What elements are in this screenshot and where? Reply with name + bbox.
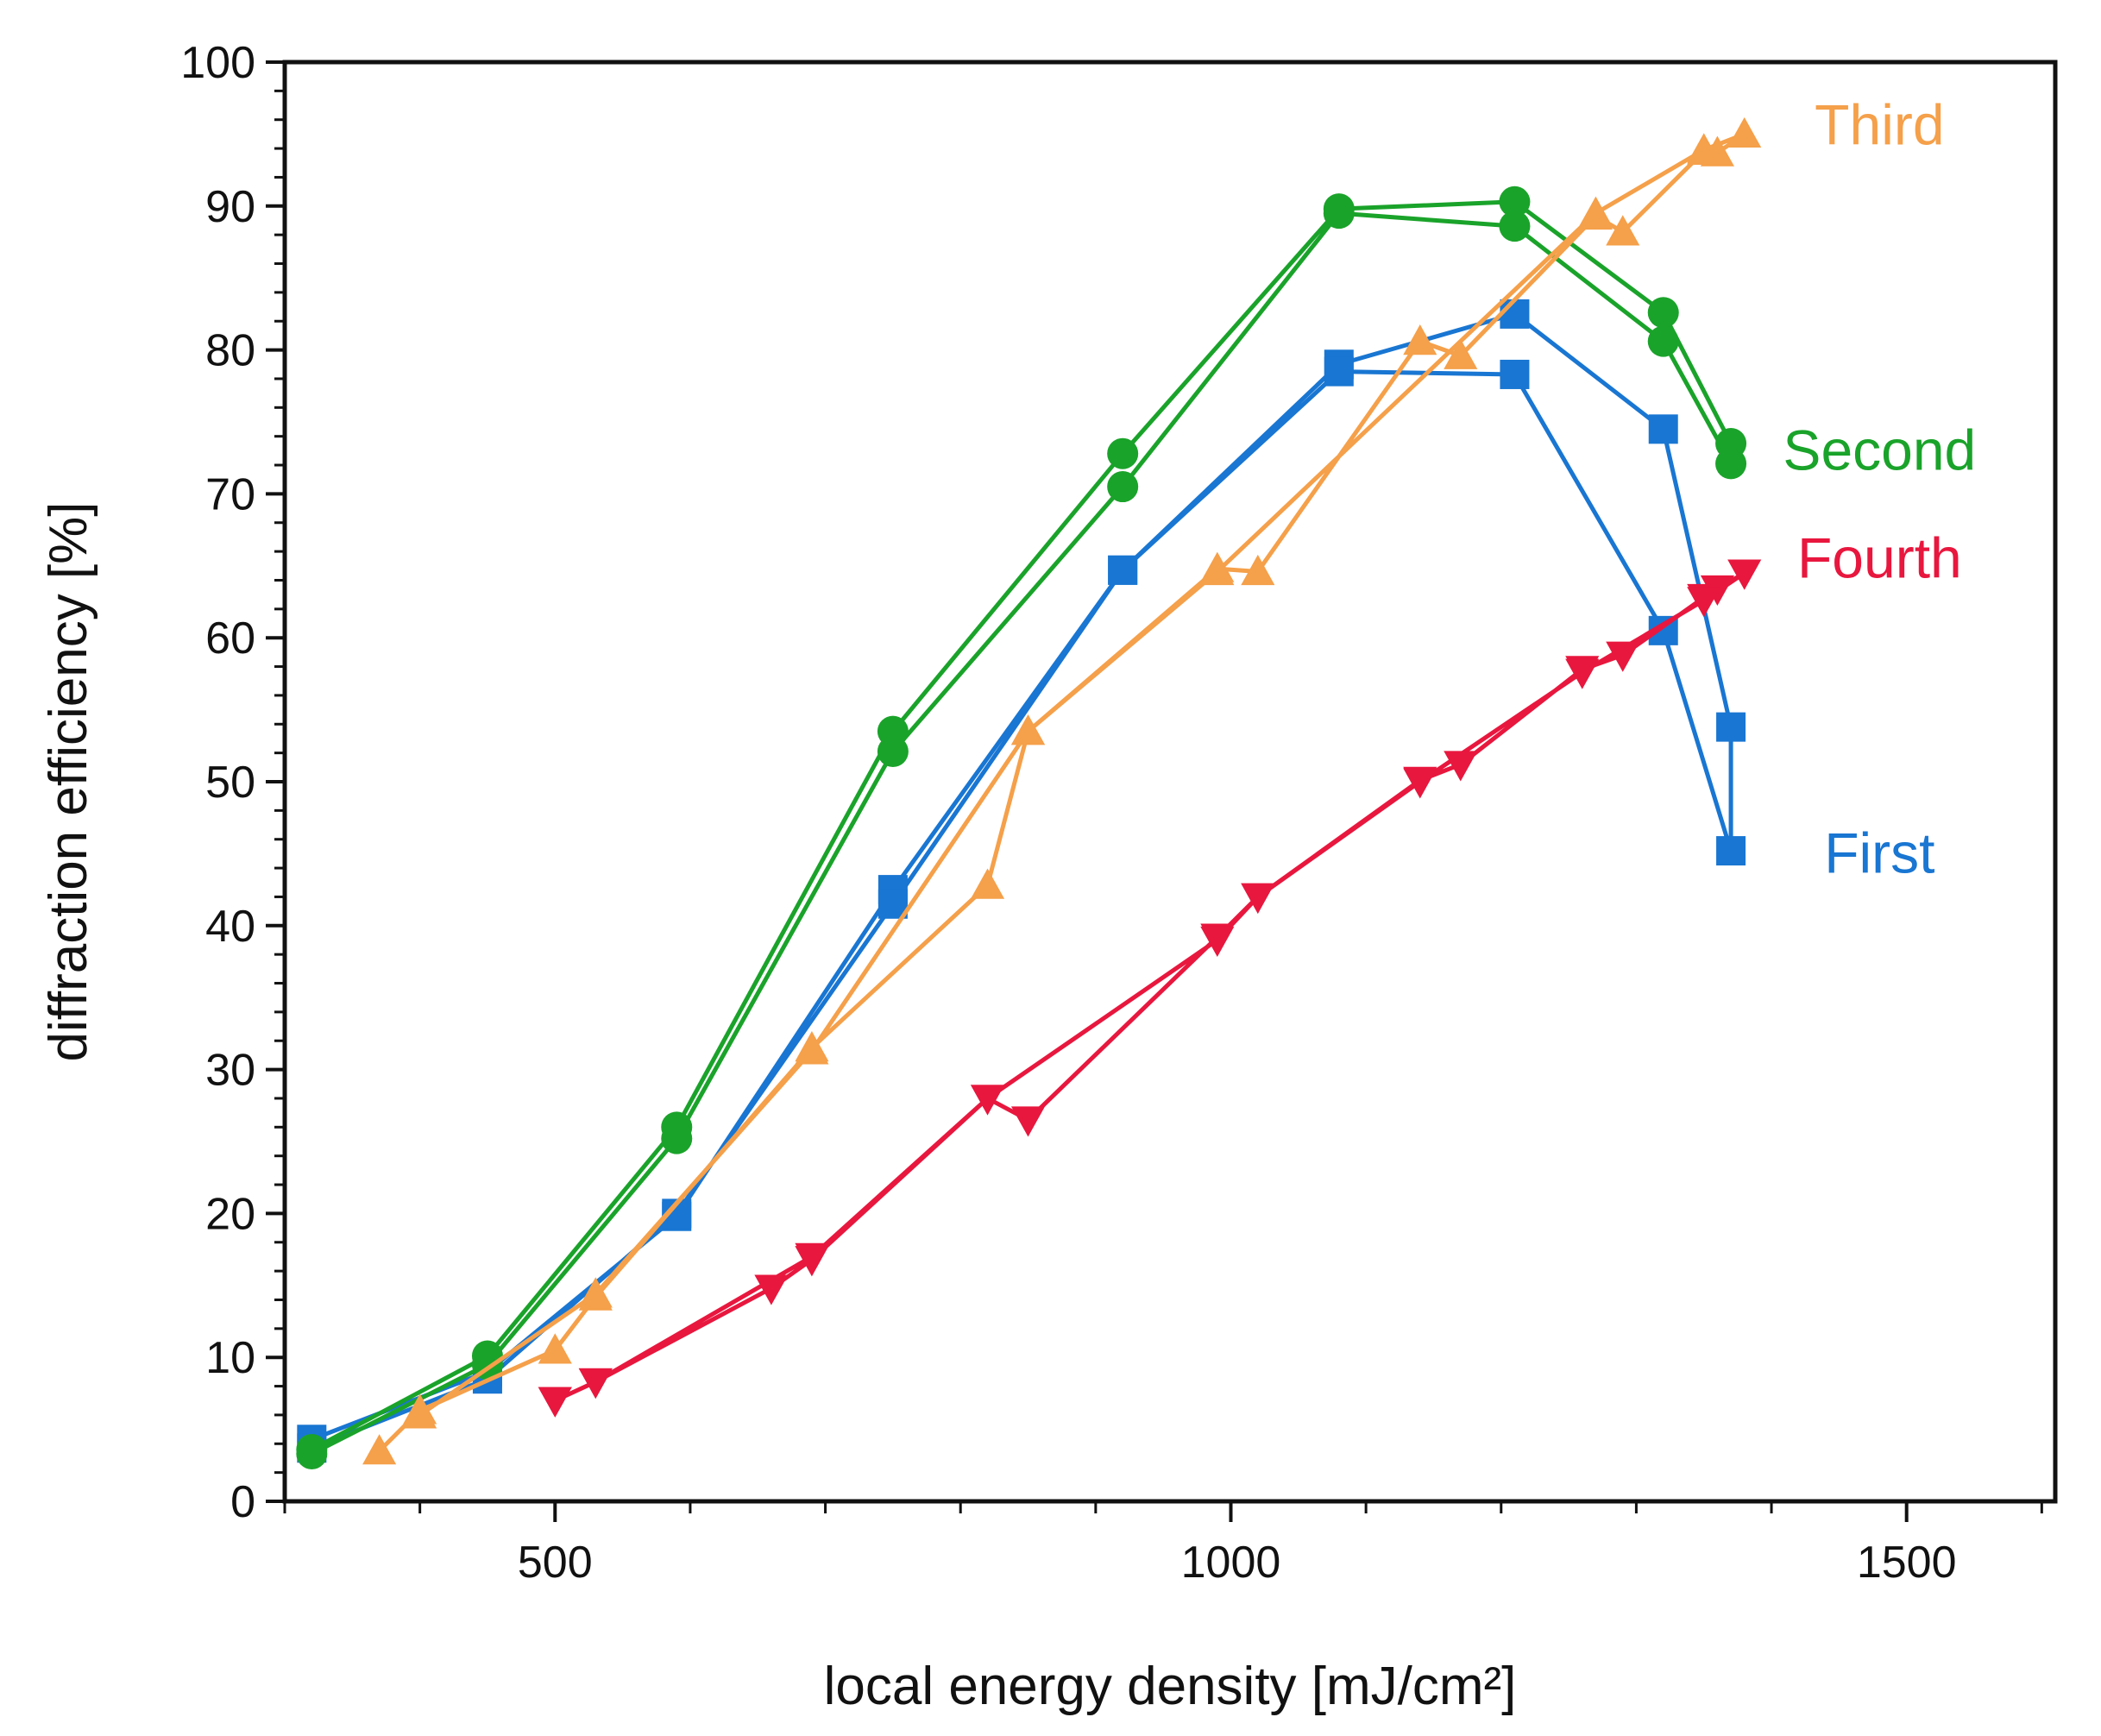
data-point	[1010, 714, 1046, 745]
data-point	[1403, 324, 1437, 355]
series-line	[311, 199, 1733, 1456]
data-point	[403, 1398, 437, 1429]
y-tick-label: 40	[205, 902, 255, 952]
data-point	[1606, 215, 1640, 246]
data-point	[795, 1242, 829, 1274]
data-point	[1647, 297, 1679, 329]
y-tick-label: 10	[205, 1333, 255, 1383]
data-point	[1578, 196, 1613, 227]
y-tick-label: 60	[205, 613, 255, 664]
series-line	[554, 570, 1747, 1403]
data-point	[1687, 133, 1721, 164]
x-tick-label: 1000	[1181, 1538, 1281, 1588]
data-point	[754, 1274, 789, 1305]
data-point	[970, 1085, 1005, 1116]
x-tick-label: 500	[518, 1538, 593, 1588]
series-fourth: Fourth	[538, 525, 1962, 1418]
y-tick-label: 100	[180, 38, 255, 88]
data-point	[661, 1123, 693, 1154]
data-point	[1500, 299, 1530, 329]
y-tick-label: 90	[205, 182, 255, 232]
data-point	[1241, 883, 1275, 914]
series-line	[311, 311, 1733, 1450]
data-point	[795, 1034, 829, 1065]
data-point	[1324, 356, 1354, 387]
data-point	[1716, 712, 1746, 742]
data-point	[1200, 926, 1235, 958]
y-axis-title: diffraction efficiency [%]	[39, 501, 98, 1061]
data-point	[1727, 559, 1762, 590]
data-point	[1444, 338, 1478, 369]
y-tick-label: 0	[230, 1477, 255, 1527]
series-second: Second	[296, 186, 1976, 1469]
data-point	[1647, 325, 1679, 357]
data-point	[970, 868, 1005, 899]
data-point	[1727, 116, 1762, 148]
data-point	[1499, 211, 1531, 242]
data-point	[877, 735, 909, 767]
y-tick-label: 50	[205, 758, 255, 808]
data-point	[1108, 555, 1138, 585]
x-tick-label: 1500	[1857, 1538, 1957, 1588]
x-axis-ticks: 500 1000 1500	[283, 1501, 2043, 1588]
data-point	[1606, 641, 1640, 672]
data-point	[1715, 448, 1747, 480]
data-point	[1499, 186, 1531, 217]
data-point	[1648, 414, 1678, 444]
data-point	[1200, 554, 1235, 586]
series-third: Third	[362, 92, 1945, 1465]
series-label-fourth: Fourth	[1797, 525, 1962, 589]
data-point	[1565, 658, 1600, 689]
data-point	[1687, 587, 1721, 618]
x-axis-title: local energy density [mJ/cm²]	[824, 1657, 1517, 1716]
y-tick-label: 30	[205, 1046, 255, 1096]
data-point	[1107, 437, 1139, 469]
data-point	[296, 1437, 328, 1469]
series-label-first: First	[1824, 821, 1934, 884]
data-point	[578, 1277, 613, 1308]
data-point	[578, 1368, 613, 1399]
plot-frame	[282, 60, 2058, 1504]
data-point	[1444, 751, 1478, 782]
data-point	[1323, 198, 1355, 230]
series-label-second: Second	[1783, 418, 1976, 481]
data-point	[1403, 768, 1437, 799]
data-point	[1716, 836, 1746, 866]
y-tick-label: 20	[205, 1189, 255, 1239]
y-tick-label: 70	[205, 469, 255, 519]
data-point	[538, 1333, 572, 1364]
y-axis-ticks: 0 10 20 30 40 50 60 70 80 90 100	[180, 38, 285, 1527]
data-point	[362, 1434, 397, 1465]
data-point	[1010, 1106, 1046, 1137]
data-point	[538, 1387, 572, 1418]
data-point	[1500, 359, 1530, 389]
y-tick-label: 80	[205, 326, 255, 376]
data-point	[1107, 471, 1139, 503]
data-point	[1241, 554, 1275, 586]
series-label-third: Third	[1815, 92, 1944, 156]
